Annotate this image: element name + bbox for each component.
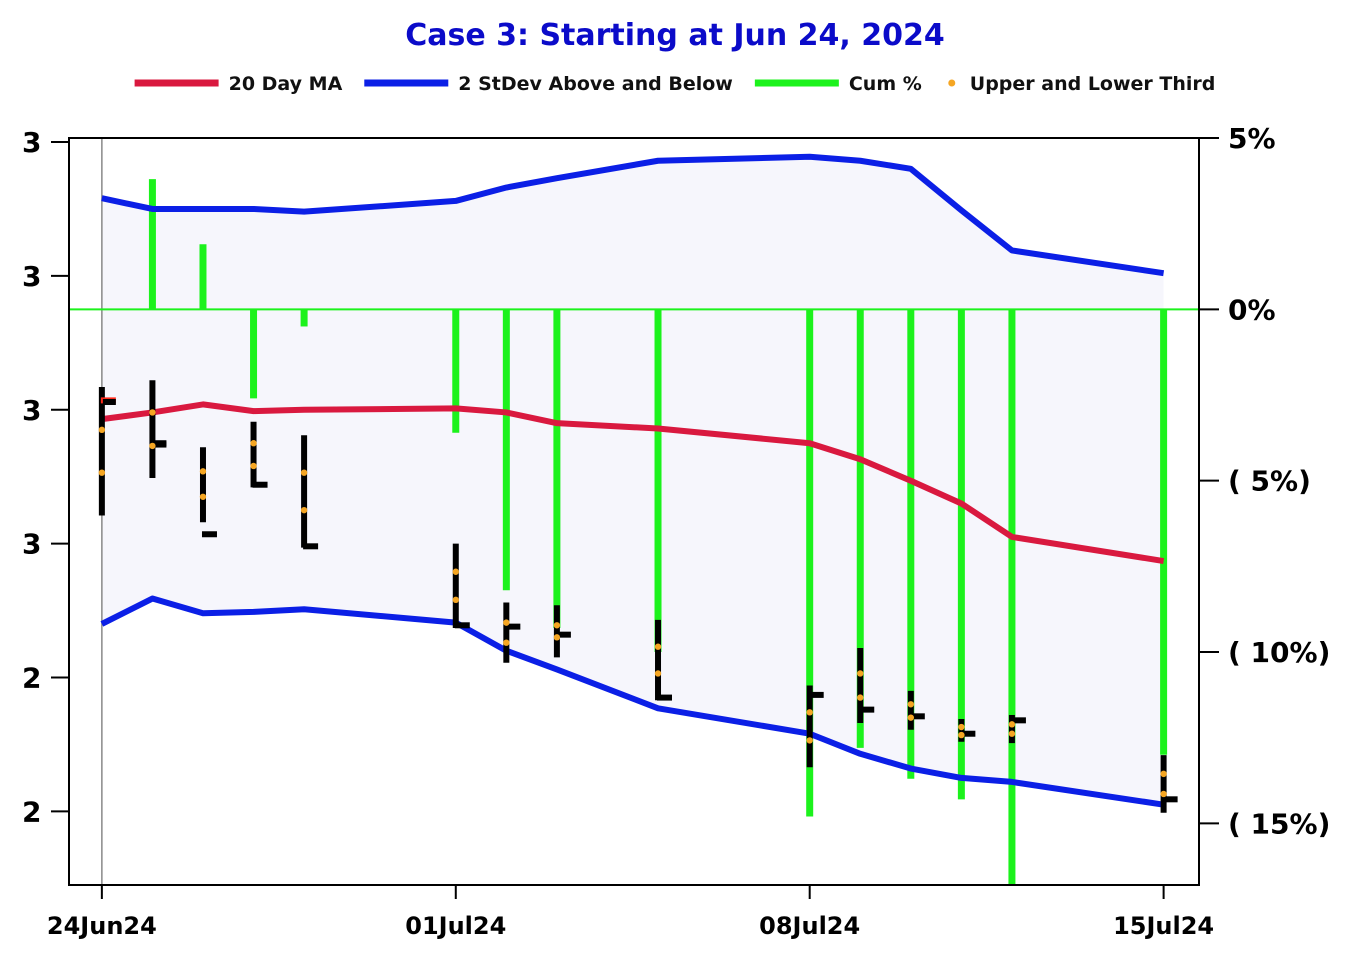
lower-third-dot	[149, 442, 156, 450]
ma-20-day-line	[101, 401, 1165, 564]
right-axis-tick-label: 5%	[1228, 122, 1276, 155]
left-axis-tick-label: 3	[22, 260, 41, 293]
x-axis-tick-label: 15Jul24	[1113, 912, 1214, 940]
upper-third-dot	[149, 409, 156, 416]
lower-third-dot	[503, 639, 510, 646]
right-axis-tick-label: ( 10%)	[1228, 636, 1330, 669]
upper-third-dot	[958, 723, 965, 731]
plot-frame	[68, 137, 1200, 886]
right-axis-tick-label: ( 15%)	[1228, 807, 1330, 840]
lower-third-dot	[199, 493, 207, 500]
legend: 20 Day MA 2 StDev Above and Below Cum % Upp…	[134, 73, 1216, 95]
upper-third-dot	[806, 709, 813, 716]
legend-label: Upper and Lower Third	[970, 73, 1216, 95]
upper-third-dot	[250, 440, 257, 447]
plot-area	[69, 138, 1199, 885]
upper-third-dot	[857, 670, 864, 677]
axes: 3 3 3 3 2 2 5% 0% ( 5%) ( 10%) ( 15%) 24Jun24 01Jul2…	[22, 122, 1330, 940]
stdev-upper-line	[101, 153, 1165, 277]
left-axis-tick-label: 3	[22, 528, 41, 561]
left-axis-tick-label: 2	[22, 795, 41, 828]
upper-third-dot	[452, 568, 459, 575]
upper-third-dot	[300, 469, 308, 476]
lower-third-dot	[250, 462, 257, 470]
upper-third-dot	[503, 619, 510, 626]
upper-third-dot	[553, 622, 561, 629]
legend-label: 2 StDev Above and Below	[458, 73, 733, 95]
chart-title: Case 3: Starting at Jun 24, 2024	[405, 18, 945, 53]
lower-third-dot	[553, 634, 561, 641]
left-axis-tick-label: 3	[22, 394, 41, 427]
x-axis-tick-label: 01Jul24	[405, 912, 506, 940]
left-axis-tick-label: 2	[22, 662, 41, 695]
lower-third-dot	[452, 596, 459, 604]
stdev-lower-line	[100, 595, 1165, 808]
right-axis-tick-label: ( 5%)	[1228, 465, 1311, 498]
lower-third-dot	[958, 731, 965, 739]
right-axis-tick-label: 0%	[1228, 293, 1276, 326]
upper-third-dot	[98, 426, 106, 434]
lower-third-dot	[300, 506, 308, 514]
stdev-band-fill	[101, 156, 1164, 805]
upper-third-dot	[1008, 721, 1016, 728]
legend-symbol-upper-lower-third	[948, 79, 956, 87]
upper-third-dot	[907, 701, 915, 708]
upper-third-dot	[199, 468, 207, 475]
x-axis-tick-label: 08Jul24	[759, 912, 860, 940]
lower-third-dot	[654, 670, 662, 677]
legend-label: Cum %	[849, 73, 922, 95]
lower-third-dot	[1008, 730, 1016, 737]
upper-third-dot	[1160, 770, 1167, 778]
lower-third-dot	[1160, 790, 1167, 798]
legend-label: 20 Day MA	[229, 73, 343, 95]
lower-third-dot	[857, 694, 864, 701]
upper-third-dot	[654, 643, 662, 650]
left-axis-tick-label: 3	[22, 126, 41, 159]
lower-third-dot	[806, 737, 813, 744]
x-axis-tick-label: 24Jun24	[47, 912, 157, 940]
lower-third-dot	[98, 469, 106, 476]
lower-third-dot	[907, 714, 915, 721]
